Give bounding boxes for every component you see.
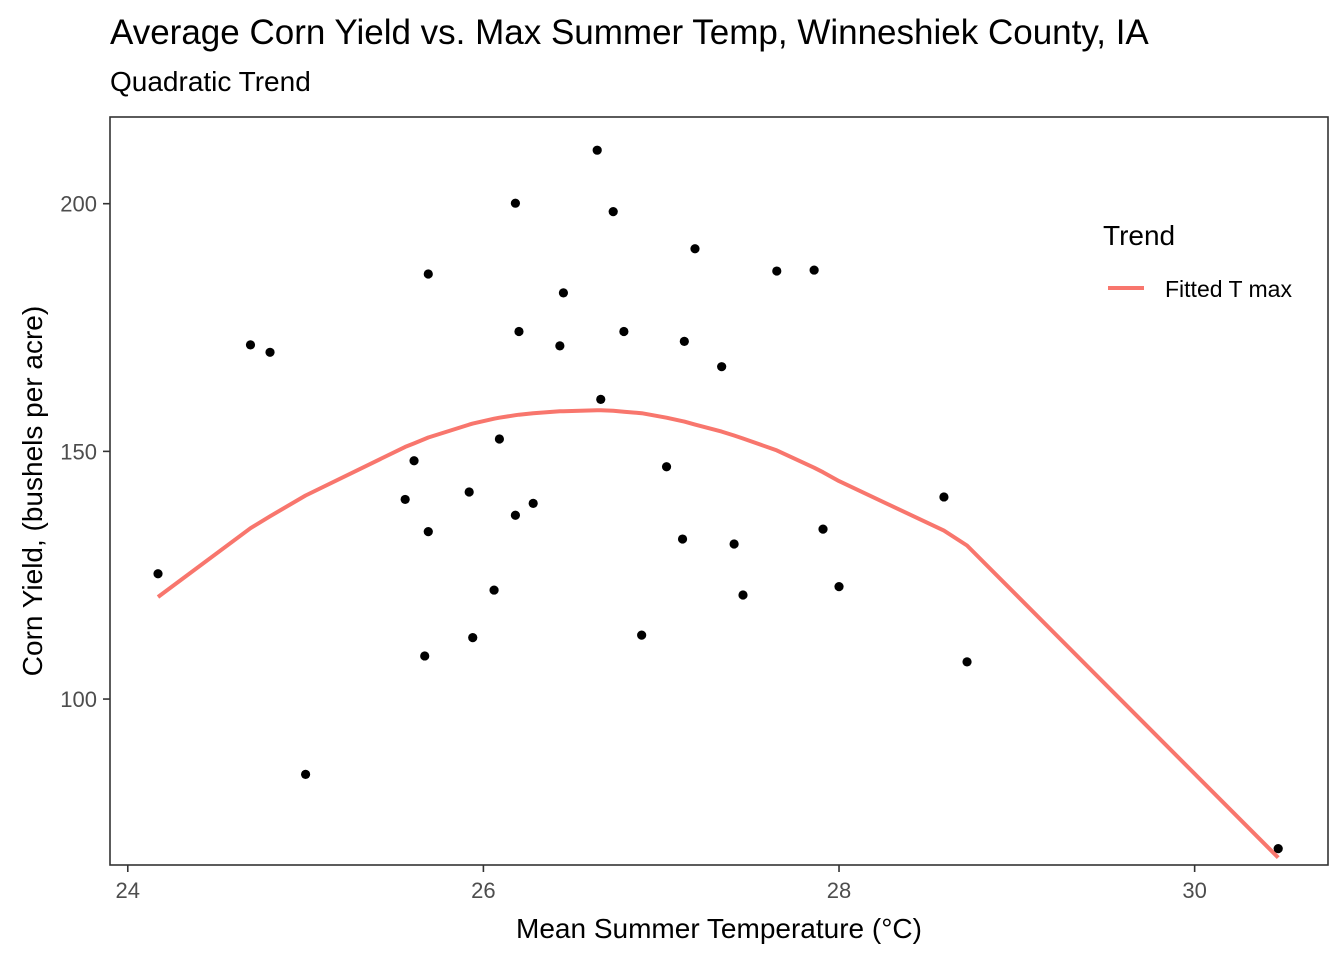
data-point: [468, 633, 478, 643]
x-axis: 24 26 28 30: [116, 865, 1207, 903]
plot-area: [109, 116, 1329, 866]
legend-label-fitted-t-max: Fitted T max: [1165, 276, 1292, 302]
data-point: [494, 434, 505, 444]
data-point: [1273, 844, 1283, 854]
data-point: [409, 456, 419, 466]
legend: Trend Fitted T max: [1103, 220, 1292, 302]
data-point: [420, 651, 430, 661]
data-point: [510, 510, 521, 520]
data-point: [962, 657, 972, 667]
data-point: [265, 347, 275, 357]
y-axis: 100 150 200: [60, 192, 110, 712]
x-tick-label-26: 26: [471, 878, 495, 903]
data-point: [834, 582, 844, 592]
data-point: [555, 341, 565, 351]
data-point: [772, 266, 782, 276]
data-point: [592, 145, 602, 155]
data-point: [153, 569, 163, 579]
data-point: [489, 585, 499, 595]
y-axis-title: Corn Yield, (bushels per acre): [17, 306, 48, 676]
data-point: [464, 487, 474, 497]
trend-line-fitted-t-max: [156, 408, 1280, 860]
data-point: [637, 630, 647, 640]
data-point: [738, 590, 748, 600]
chart-title: Average Corn Yield vs. Max Summer Temp, …: [110, 13, 1149, 52]
x-tick-label-24: 24: [116, 878, 140, 903]
chart-subtitle: Quadratic Trend: [110, 66, 311, 97]
x-axis-title: Mean Summer Temperature (°C): [516, 913, 922, 944]
data-point: [677, 534, 688, 544]
data-point: [400, 494, 410, 505]
data-point: [729, 539, 739, 549]
data-point: [245, 340, 256, 350]
x-tick-label-28: 28: [827, 878, 851, 903]
data-point: [717, 362, 727, 372]
data-point: [596, 394, 606, 404]
data-point: [514, 326, 524, 337]
x-tick-label-30: 30: [1182, 878, 1206, 903]
y-tick-label-200: 200: [60, 192, 97, 217]
data-point: [558, 288, 569, 298]
data-point: [818, 524, 828, 534]
data-point: [423, 269, 433, 279]
data-point: [528, 498, 538, 508]
data-point: [300, 769, 311, 779]
y-tick-label-100: 100: [60, 687, 97, 712]
data-point: [939, 492, 949, 502]
data-point: [690, 244, 700, 254]
data-point: [809, 265, 819, 275]
data-point: [619, 326, 629, 337]
data-point: [608, 207, 618, 217]
data-point: [679, 336, 689, 346]
data-point: [661, 462, 672, 472]
y-tick-label-150: 150: [60, 439, 97, 464]
legend-title: Trend: [1103, 220, 1175, 251]
data-point: [423, 527, 433, 537]
data-point: [510, 198, 521, 208]
